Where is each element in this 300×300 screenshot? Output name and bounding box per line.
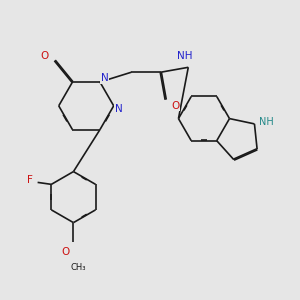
Text: NH: NH (177, 50, 192, 61)
Text: O: O (41, 50, 49, 61)
Text: O: O (61, 247, 70, 257)
Text: F: F (27, 176, 33, 185)
Text: N: N (115, 104, 122, 114)
Text: N: N (101, 73, 109, 83)
Text: NH: NH (259, 117, 274, 127)
Text: CH₃: CH₃ (70, 263, 86, 272)
Text: O: O (171, 100, 180, 111)
